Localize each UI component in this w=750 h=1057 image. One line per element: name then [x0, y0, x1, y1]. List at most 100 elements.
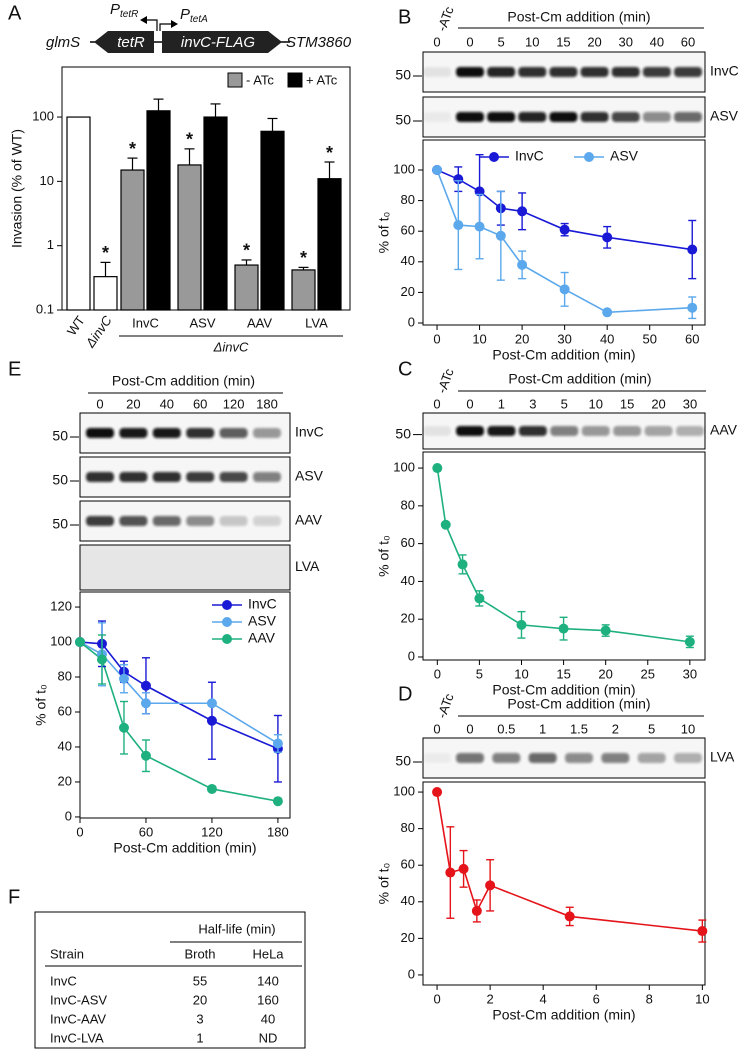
y-tick-label: 80: [401, 497, 415, 512]
bar: [234, 264, 259, 311]
promoter-label: PtetA: [180, 6, 208, 25]
significance-mark: *: [186, 130, 193, 150]
y-tick-label: 40: [401, 893, 415, 908]
lane-label: 40: [160, 396, 174, 411]
y-tick-label: 40: [401, 573, 415, 588]
data-point: [453, 220, 464, 231]
x-tick-label: 4: [540, 991, 547, 1006]
blot-band: [186, 516, 215, 526]
lane-label: 3: [529, 396, 536, 411]
y-tick-label: 20: [401, 284, 415, 299]
blot-band: [219, 516, 248, 526]
blot-title: Post-Cm addition (min): [508, 371, 651, 387]
blot-band: [456, 67, 484, 77]
blot-title: Post-Cm addition (min): [507, 696, 650, 712]
promoter-label: PtetR: [110, 1, 138, 20]
lane-label: 10: [681, 721, 695, 736]
bar: [291, 269, 316, 311]
blot-band: [528, 753, 557, 763]
lane-label: 0: [433, 721, 440, 736]
x-tick-label: 20: [598, 666, 612, 681]
lane-label: 5: [498, 34, 505, 49]
legend-marker: [222, 600, 232, 610]
table-header: HeLa: [252, 946, 284, 961]
x-tick-label: 25: [641, 666, 655, 681]
lane-label: 20: [126, 396, 140, 411]
lane-label: 15: [620, 396, 634, 411]
data-point: [559, 224, 570, 235]
x-tick-label: 0: [433, 331, 440, 346]
lane-label: 0: [96, 396, 103, 411]
blot-row-label: ASV: [295, 468, 324, 484]
blot-band: [549, 67, 578, 77]
data-point: [558, 623, 569, 634]
blot-band: [674, 67, 702, 77]
bar: [120, 169, 145, 311]
y-tick-label: 40: [58, 738, 72, 753]
significance-mark: *: [243, 241, 250, 261]
data-point: [206, 715, 217, 726]
data-point: [453, 174, 464, 185]
data-point: [471, 905, 482, 916]
blot-band: [565, 753, 593, 763]
x-tick-label: 8: [646, 991, 653, 1006]
x-tick-label: LVA: [305, 315, 328, 330]
lane-label: 120: [223, 396, 245, 411]
blot-row: [79, 456, 291, 498]
x-tick-label: 30: [557, 331, 571, 346]
lane-label: 1.5: [570, 721, 588, 736]
panel-label: A: [8, 2, 22, 24]
data-point: [495, 230, 506, 241]
y-axis-title: % of t₀: [376, 863, 392, 905]
blot-title: Post-Cm addition (min): [112, 373, 255, 389]
lane-label: 5: [561, 396, 568, 411]
y-tick-label: 100: [393, 783, 415, 798]
x-tick-label: 60: [685, 331, 699, 346]
blot-band: [219, 428, 248, 438]
y-tick-label: 20: [401, 930, 415, 945]
x-tick-label: 10: [514, 666, 528, 681]
blot-band: [601, 753, 630, 763]
blot-row: [79, 500, 291, 542]
blot-band: [642, 67, 671, 77]
legend-swatch: [227, 72, 243, 88]
data-point: [272, 738, 283, 749]
panel-label: C: [398, 358, 412, 380]
x-tick-label: 15: [556, 666, 570, 681]
data-point: [140, 680, 151, 691]
size-marker: 50: [395, 67, 411, 83]
x-tick-label: ASV: [189, 315, 215, 330]
y-tick-label: 80: [401, 820, 415, 835]
blot-band: [253, 472, 281, 482]
blot-band: [518, 67, 547, 77]
y-tick-label: 0: [408, 648, 415, 663]
table-header: Strain: [50, 946, 84, 961]
data-point: [474, 221, 485, 232]
blot-band: [613, 426, 642, 436]
blot-band: [676, 426, 704, 436]
y-axis-title: % of t₀: [33, 684, 49, 726]
legend-swatch: [287, 72, 303, 88]
blot-band: [642, 112, 671, 122]
table-cell: 40: [261, 1011, 275, 1026]
panel-label: D: [398, 683, 412, 705]
table-frame: [34, 911, 306, 1049]
lane-label: 60: [193, 396, 207, 411]
data-point: [458, 863, 469, 874]
data-point: [206, 698, 217, 709]
y-tick-label: 60: [401, 857, 415, 872]
table-cell: 20: [193, 992, 207, 1007]
data-line: [436, 467, 690, 643]
table-cell: InvC: [50, 973, 77, 988]
x-tick-label: 0: [434, 666, 441, 681]
y-tick-label: 60: [58, 703, 72, 718]
data-point: [432, 463, 443, 474]
size-marker: 50: [395, 753, 411, 769]
legend-label: AAV: [248, 630, 276, 646]
table-cell: 140: [257, 973, 279, 988]
data-point: [517, 259, 528, 270]
size-marker: 50: [52, 472, 68, 488]
x-tick-label: 10: [472, 331, 486, 346]
y-axis-title: % of t₀: [376, 212, 392, 254]
blot-band: [674, 753, 702, 763]
